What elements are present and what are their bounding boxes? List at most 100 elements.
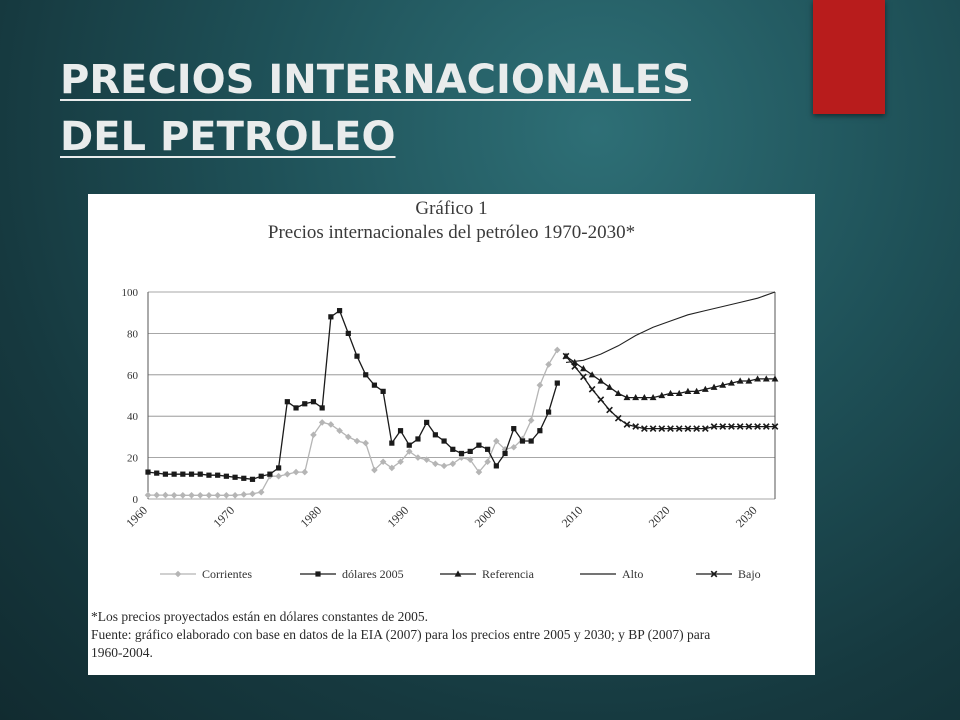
data-point [302, 401, 308, 407]
data-point [571, 363, 579, 370]
data-point [214, 491, 221, 499]
data-point [284, 399, 290, 405]
data-point [423, 456, 430, 463]
data-point [162, 471, 169, 477]
slide-title-line-1: PRECIOS INTERNACIONALES [60, 57, 691, 103]
data-point [336, 427, 343, 434]
data-point [362, 439, 370, 447]
data-point [153, 491, 161, 499]
x-tick-label: 1970 [210, 503, 237, 530]
data-point [597, 396, 605, 404]
data-point [440, 462, 448, 470]
data-point [354, 353, 360, 359]
data-point [762, 375, 770, 382]
data-point [527, 417, 535, 424]
footnote: *Los precios proyectados están en dólare… [91, 609, 429, 624]
series-line [147, 309, 558, 480]
data-point [406, 442, 412, 448]
legend-item: Referencia [440, 567, 535, 581]
data-point [154, 470, 160, 476]
data-point [719, 381, 727, 388]
data-point [405, 448, 413, 455]
data-point [485, 446, 491, 452]
slide-title-line-2: DEL PETROLEO [60, 114, 396, 160]
data-point [249, 490, 256, 498]
x-tick-label: 2030 [733, 503, 760, 530]
data-point [606, 406, 613, 414]
data-point [553, 346, 561, 354]
data-point [144, 491, 152, 499]
data-point [415, 436, 421, 442]
data-point [188, 471, 195, 477]
series-referencia [562, 352, 779, 401]
data-point [719, 423, 727, 430]
x-tick-label: 1960 [123, 503, 150, 530]
legend-item: Alto [580, 567, 643, 581]
data-point [344, 433, 352, 441]
data-point [658, 425, 666, 432]
data-point [397, 428, 404, 434]
accent-bar [813, 0, 885, 114]
data-point [223, 491, 230, 499]
data-point [231, 491, 239, 499]
legend-item: Bajo [696, 567, 761, 581]
data-point [649, 425, 657, 432]
data-point [554, 380, 560, 386]
x-tick-label: 2020 [646, 503, 673, 530]
data-point [293, 405, 299, 411]
series-d-lares-2005 [145, 308, 560, 482]
data-point [710, 423, 718, 430]
chart-notes: *Los precios proyectados están en dólare… [91, 608, 811, 662]
data-point [693, 425, 700, 432]
data-point [353, 437, 361, 445]
data-point [728, 379, 735, 386]
data-point [327, 421, 335, 428]
data-point [745, 423, 753, 430]
data-point [315, 571, 321, 577]
data-point [310, 431, 317, 439]
data-point [667, 389, 674, 397]
data-point [606, 383, 613, 390]
data-point [171, 471, 177, 477]
data-point [196, 491, 204, 499]
data-point [641, 425, 648, 432]
data-point [614, 414, 622, 422]
y-tick-label: 100 [122, 287, 139, 299]
data-point [145, 469, 151, 475]
data-point [528, 438, 534, 444]
data-point [205, 491, 213, 499]
data-point [188, 491, 195, 499]
data-point [180, 471, 186, 477]
data-point [536, 381, 544, 389]
chart-plot: 0 20 40 60 80 100 1960 1970 1980 1990 2000 2010 2020… [122, 287, 779, 581]
chart-title: Precios internacionales del petróleo 197… [267, 222, 636, 243]
data-point [614, 389, 622, 397]
data-point [397, 458, 404, 466]
data-point [179, 491, 187, 499]
chart-figure: Gráfico 1 Precios internacionales del pe… [88, 194, 815, 675]
data-point [562, 352, 570, 360]
data-point [328, 314, 334, 320]
series-alto [565, 291, 776, 363]
data-point [414, 454, 422, 461]
data-point [174, 570, 182, 578]
data-point [458, 454, 465, 461]
legend-label: Alto [622, 567, 643, 581]
data-point [754, 423, 761, 430]
data-point [701, 385, 709, 392]
data-point [502, 450, 508, 457]
data-point [762, 423, 770, 430]
data-point [276, 465, 282, 471]
data-point [450, 446, 456, 452]
data-point [249, 476, 256, 482]
data-point [432, 432, 438, 438]
data-point [701, 425, 709, 432]
data-point [441, 438, 447, 444]
data-point [310, 399, 317, 405]
data-point [206, 472, 212, 478]
legend-item: dólares 2005 [300, 567, 404, 581]
data-point [389, 440, 395, 446]
data-point [475, 468, 483, 476]
data-point [623, 393, 631, 401]
data-point [771, 375, 779, 382]
